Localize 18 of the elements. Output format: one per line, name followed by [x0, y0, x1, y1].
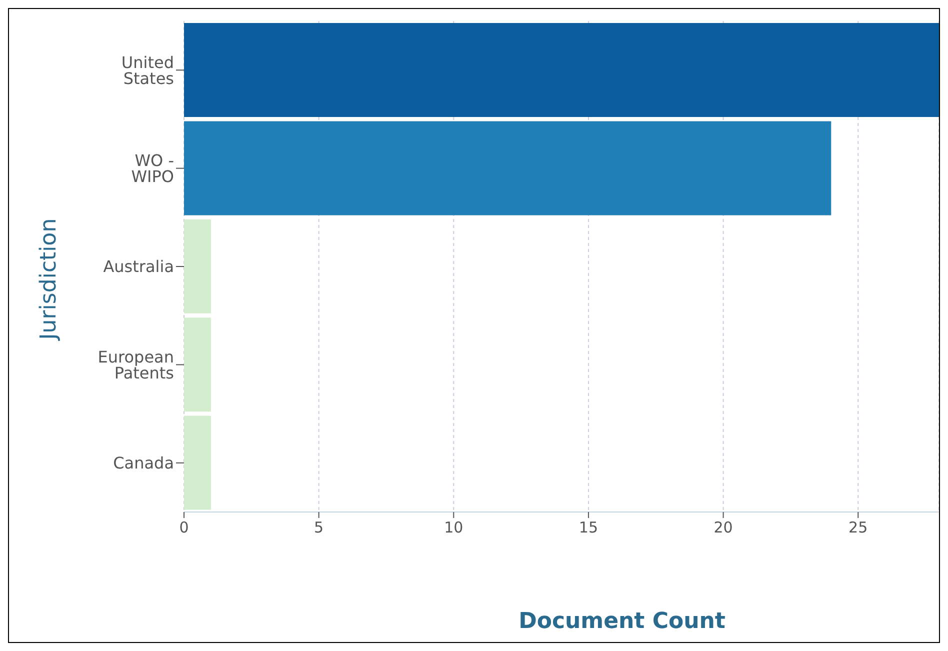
- bar: [184, 219, 211, 314]
- x-tick-label: 10: [444, 518, 464, 537]
- x-tick-label: 25: [848, 518, 868, 537]
- bar: [184, 23, 939, 117]
- bar: [184, 318, 211, 412]
- y-tick-label: Australia: [103, 257, 174, 276]
- y-axis-title: Jurisdiction: [36, 218, 62, 340]
- bar: [184, 121, 832, 216]
- y-tick-label: Canada: [113, 454, 174, 473]
- y-tick-label: United States: [121, 52, 174, 88]
- bar: [184, 416, 211, 510]
- y-tick-label: European Patents: [98, 347, 174, 382]
- x-tick-label: 5: [314, 518, 324, 537]
- x-tick-label: 15: [578, 518, 598, 537]
- x-tick-label: 20: [714, 518, 733, 537]
- x-tick-label: 0: [179, 518, 189, 537]
- x-axis-title: Document Count: [518, 609, 726, 634]
- y-tick-label: WO - WIPO: [131, 150, 174, 186]
